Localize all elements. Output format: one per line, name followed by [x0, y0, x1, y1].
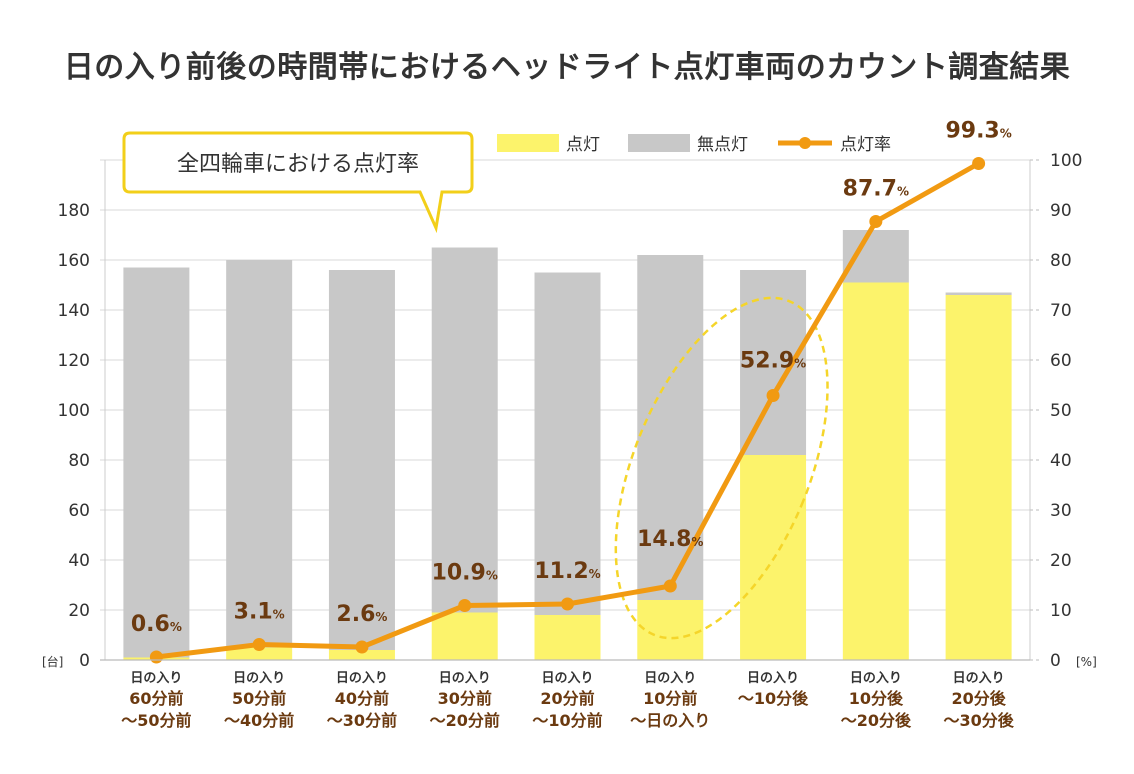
category-label: 〜30分後 — [943, 711, 1014, 730]
data-label: 0.6% — [131, 612, 182, 637]
data-label: 87.7% — [843, 177, 909, 202]
category-label: 日の入り — [439, 671, 491, 686]
rate-point — [149, 650, 163, 664]
category-label: 日の入り — [747, 671, 799, 686]
bar-unlit — [945, 292, 1012, 295]
right-axis-tick-label: 60 — [1050, 351, 1072, 371]
legend-label-rate: 点灯率 — [840, 135, 891, 155]
left-axis-tick-label: 160 — [58, 251, 90, 271]
left-axis-tick-label: 20 — [68, 601, 90, 621]
category-label: 60分前 — [129, 689, 183, 708]
bar-lit — [431, 612, 498, 660]
category-label: 〜10分後 — [738, 689, 809, 708]
bar-lit — [637, 600, 704, 660]
category-label: 〜10分前 — [532, 711, 602, 730]
bar-unlit — [123, 267, 190, 658]
axis-layer: 0 10 20 30 40 50 60 70 80 90 100 0 20 40 60 80 100 120 140… — [42, 151, 1097, 671]
right-axis-tick-label: 30 — [1050, 501, 1072, 521]
category-label: 10分前 — [643, 689, 697, 708]
rate-point — [663, 579, 677, 593]
right-axis-tick-label: 80 — [1050, 251, 1072, 271]
category-label: 日の入り — [953, 671, 1005, 686]
left-axis-tick-label: 100 — [58, 401, 90, 421]
legend-swatch-unlit — [628, 134, 690, 152]
data-label: 2.6% — [336, 602, 387, 627]
labels-layer: 0.6% 3.1% 2.6% 10.9% 11.2% 14.8% 52.9% 87.7% 99.… — [131, 119, 1012, 638]
category-label: 50分前 — [232, 689, 286, 708]
bar-unlit — [534, 272, 601, 615]
category-label: 40分前 — [335, 689, 389, 708]
data-label: 52.9% — [740, 349, 806, 374]
category-label: 〜50分前 — [121, 711, 191, 730]
rate-point — [869, 215, 883, 228]
category-label: 〜30分前 — [327, 711, 397, 730]
category-label: 10分後 — [849, 689, 904, 708]
rate-point — [766, 389, 780, 402]
category-label: 日の入り — [541, 671, 593, 686]
right-axis-tick-label: 40 — [1050, 451, 1072, 471]
right-axis-tick-label: 100 — [1050, 151, 1082, 171]
category-label: 〜20分前 — [430, 711, 500, 730]
category-label: 日の入り — [644, 671, 696, 686]
category-labels: 日の入り 60分前〜50分前 日の入り 50分前〜40分前 日の入り 40分前〜30分前 日… — [121, 671, 1014, 730]
category-label: 20分前 — [540, 689, 594, 708]
bar-lit — [328, 650, 395, 660]
left-axis-tick-label: 40 — [68, 551, 90, 571]
category-label: 〜40分前 — [224, 711, 294, 730]
category-label: 〜日の入り — [630, 711, 710, 730]
highlight-ellipse — [614, 296, 829, 640]
right-axis-unit: [%] — [1076, 655, 1097, 669]
highlight-layer — [614, 296, 829, 640]
data-label: 3.1% — [234, 600, 285, 625]
category-label: 日の入り — [850, 671, 902, 686]
category-label: 30分前 — [438, 689, 492, 708]
bar-unlit — [328, 270, 395, 650]
data-label: 11.2% — [534, 559, 600, 584]
category-label: 日の入り — [233, 671, 285, 686]
left-axis-tick-label: 140 — [58, 301, 90, 321]
left-axis-tick-label: 120 — [58, 351, 90, 371]
rate-point — [972, 157, 986, 170]
right-axis-tick-label: 70 — [1050, 301, 1072, 321]
data-label: 99.3% — [945, 119, 1011, 144]
bar-lit — [945, 295, 1012, 660]
data-label: 10.9% — [432, 561, 498, 586]
bar-unlit — [431, 247, 498, 613]
left-axis-unit: [台] — [42, 654, 63, 669]
category-label: 〜20分後 — [841, 711, 912, 730]
bar-lit — [226, 647, 293, 660]
bars-layer — [123, 230, 1012, 660]
right-axis-tick-label: 0 — [1050, 651, 1061, 671]
category-label: 日の入り — [130, 671, 182, 686]
legend-marker-rate — [799, 137, 811, 149]
left-axis-tick-label: 60 — [68, 501, 90, 521]
category-label: 日の入り — [336, 671, 388, 686]
rate-point — [252, 638, 266, 651]
callout: 全四輪車における点灯率 — [122, 131, 474, 234]
right-axis-tick-label: 10 — [1050, 601, 1072, 621]
legend-label-lit: 点灯 — [566, 135, 600, 155]
left-axis-tick-label: 0 — [79, 651, 90, 671]
category-label: 20分後 — [951, 689, 1006, 708]
left-axis-tick-label: 180 — [58, 201, 90, 221]
right-axis-tick-label: 20 — [1050, 551, 1072, 571]
legend-label-unlit: 無点灯 — [697, 135, 748, 155]
legend-swatch-lit — [497, 134, 559, 152]
bar-lit — [534, 615, 601, 660]
left-axis-tick-label: 80 — [68, 451, 90, 471]
bar-unlit — [226, 260, 293, 648]
bar-lit — [842, 282, 909, 660]
chart-title: 日の入り前後の時間帯におけるヘッドライト点灯車両のカウント調査結果 — [63, 50, 1071, 85]
callout-text: 全四輪車における点灯率 — [177, 152, 419, 177]
right-axis-tick-label: 90 — [1050, 201, 1072, 221]
data-label: 14.8% — [637, 527, 703, 552]
rate-point — [458, 599, 472, 612]
rate-point — [355, 640, 369, 654]
right-axis-tick-label: 50 — [1050, 401, 1072, 421]
rate-point — [561, 597, 574, 611]
legend: 点灯 無点灯 点灯率 — [497, 134, 891, 155]
callout-box — [122, 131, 474, 234]
